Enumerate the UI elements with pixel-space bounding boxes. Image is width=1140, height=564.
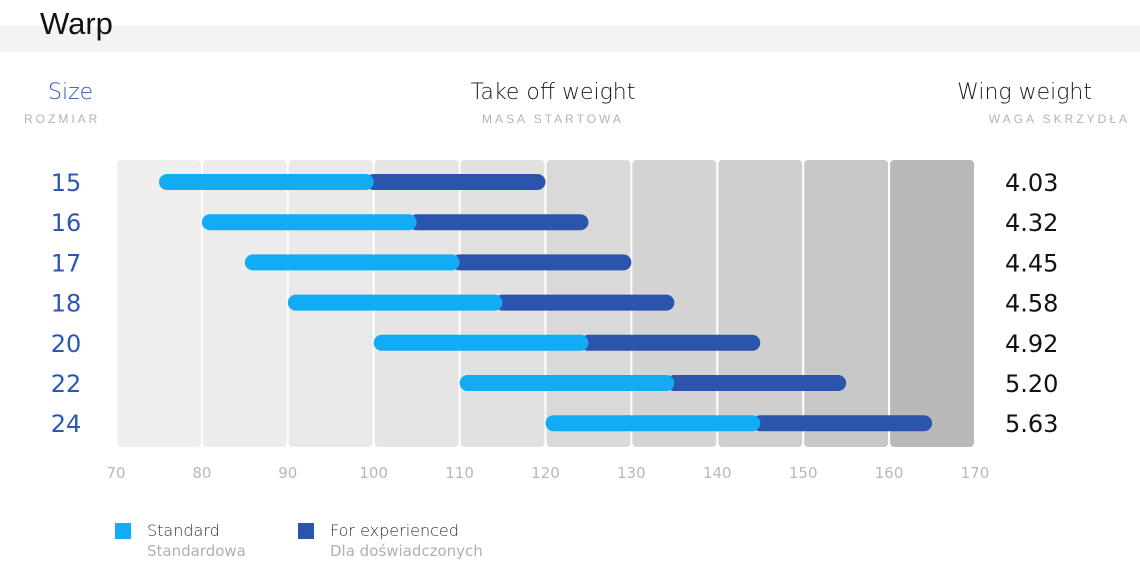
- legend-standard-sub: Standardowa: [147, 542, 246, 560]
- page-title: Warp: [40, 6, 113, 41]
- take-off-header-label: Take off weight: [470, 80, 636, 105]
- take-off-header-sub: MASA STARTOWA: [482, 112, 624, 126]
- size-label: 22: [51, 370, 82, 398]
- legend-standard-label: Standard: [147, 521, 220, 540]
- legend-standard-swatch: [115, 523, 131, 539]
- x-tick-label: 170: [961, 464, 990, 482]
- x-tick-label: 140: [703, 464, 732, 482]
- bar-standard: [287, 294, 503, 311]
- size-label: 24: [51, 410, 82, 438]
- wing-weight-value: 4.03: [1005, 169, 1058, 197]
- wing-weight-value: 4.45: [1005, 249, 1058, 277]
- wing-weight-value: 5.63: [1005, 410, 1058, 438]
- x-tick-label: 100: [359, 464, 388, 482]
- size-label: 20: [51, 330, 82, 358]
- weight-band: [202, 160, 287, 447]
- x-tick-label: 120: [531, 464, 560, 482]
- size-label: 18: [51, 290, 82, 318]
- bar-standard: [201, 214, 417, 231]
- wing-weight-header-label: Wing weight: [957, 80, 1092, 105]
- bar-experienced: [494, 294, 675, 311]
- take-off-header: Take off weight MASA STARTOWA: [403, 80, 703, 126]
- wing-weight-value: 5.20: [1005, 370, 1058, 398]
- wing-weight-header: Wing weight WAGA SKRZYDŁA: [930, 80, 1130, 126]
- weight-band: [890, 160, 974, 447]
- legend-experienced-swatch: [298, 523, 314, 539]
- size-header-sub: ROZMIAR: [24, 112, 101, 126]
- wing-weight-value: 4.58: [1005, 290, 1058, 318]
- bar-standard: [158, 174, 374, 190]
- legend-experienced-label: For experienced: [330, 521, 459, 540]
- x-tick-label: 70: [106, 464, 125, 482]
- size-label: 17: [51, 249, 82, 277]
- bar-experienced: [451, 254, 632, 271]
- bar-standard: [459, 375, 675, 391]
- x-tick-label: 160: [875, 464, 904, 482]
- bar-standard: [244, 254, 460, 271]
- weight-band: [804, 160, 889, 447]
- size-header: Size ROZMIAR: [20, 80, 120, 126]
- size-label: 16: [51, 209, 82, 237]
- bar-standard: [545, 415, 761, 432]
- wing-weight-header-sub: WAGA SKRZYDŁA: [988, 112, 1130, 126]
- title-band: [0, 26, 1140, 52]
- legend-experienced-sub: Dla doświadczonych: [330, 542, 483, 560]
- size-header-label: Size: [48, 80, 94, 105]
- bar-experienced: [408, 214, 589, 231]
- bar-experienced: [580, 334, 761, 351]
- bar-experienced: [365, 174, 546, 190]
- wing-weight-value: 4.92: [1005, 330, 1058, 358]
- bar-experienced: [752, 415, 933, 432]
- weight-band: [718, 160, 803, 447]
- size-label: 15: [51, 169, 82, 197]
- x-tick-label: 90: [278, 464, 297, 482]
- x-tick-label: 130: [617, 464, 646, 482]
- x-tick-label: 80: [192, 464, 211, 482]
- bar-experienced: [666, 375, 847, 391]
- bar-standard: [373, 334, 589, 351]
- weight-band: [117, 160, 201, 447]
- wing-weight-value: 4.32: [1005, 209, 1058, 237]
- x-tick-label: 110: [445, 464, 474, 482]
- x-tick-label: 150: [789, 464, 818, 482]
